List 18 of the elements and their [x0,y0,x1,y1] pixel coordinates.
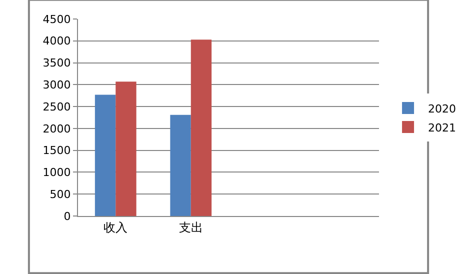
legend-label: 2020 [428,102,456,116]
y-tick-label: 2000 [42,122,71,136]
x-tick-label: 支出 [178,220,203,234]
y-tick-label: 500 [50,188,71,201]
bar [94,94,116,216]
y-tick-label: 3500 [42,56,71,70]
bar [116,82,136,216]
bar [170,114,191,216]
y-tick-label: 2500 [42,100,71,114]
y-tick-label: 3000 [42,78,71,92]
y-tick-label: 1000 [42,166,71,180]
legend-label: 2021 [428,121,456,134]
y-tick-label: 1500 [42,144,71,158]
y-tick-label: 0 [64,210,71,223]
bar [190,40,212,216]
y-tick-label: 4000 [42,34,71,48]
x-tick-label: 收入 [104,220,128,234]
y-tick-label: 4500 [42,12,71,26]
